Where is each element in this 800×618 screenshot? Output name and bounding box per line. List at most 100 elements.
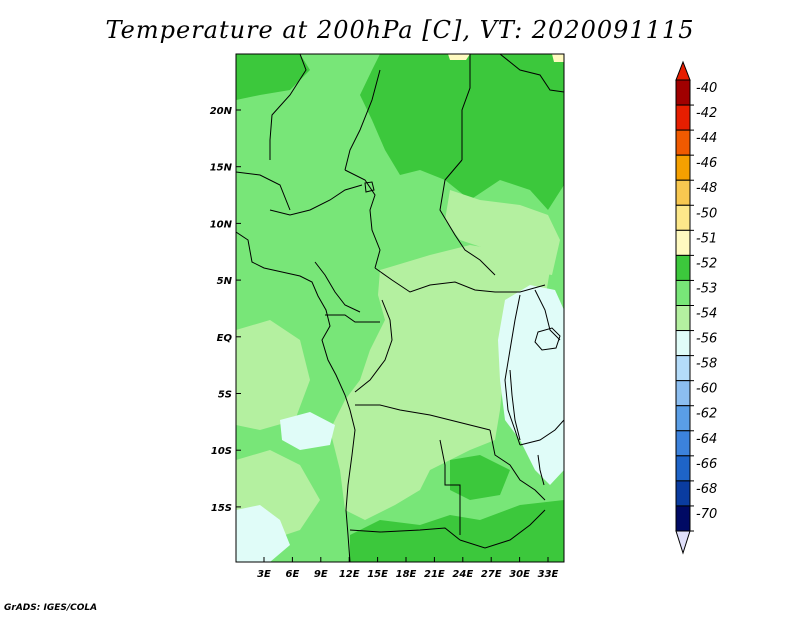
- colorbar-max-arrow: [675, 60, 691, 81]
- lon-label: 12E: [339, 569, 360, 580]
- colorbar-swatch: [675, 204, 691, 231]
- lat-label: 20N: [210, 106, 233, 117]
- field-region-56-southwest: [236, 505, 290, 562]
- colorbar-swatch: [675, 355, 691, 382]
- colorbar-swatch: [675, 254, 691, 281]
- lon-label: 9E: [314, 569, 328, 580]
- colorbar-swatch: [675, 279, 691, 307]
- colorbar-label: -60: [696, 382, 717, 397]
- colorbar-swatch: [675, 305, 691, 332]
- colorbar-label: -50: [696, 206, 717, 221]
- map-title: Temperature at 200hPa [C], VT: 202009111…: [105, 16, 695, 44]
- lon-label: 21E: [424, 569, 445, 580]
- border-algeria-libya: [344, 69, 381, 171]
- colorbar-swatch: [675, 430, 691, 457]
- colorbar-swatch: [675, 505, 691, 532]
- colorbar-label: -44: [696, 131, 717, 146]
- border-niger-chad: [344, 169, 381, 269]
- coastline-west: [236, 231, 356, 562]
- border-gabon: [325, 314, 380, 323]
- colorbar-label: -48: [696, 181, 717, 196]
- lake-chad: [364, 181, 375, 193]
- colorbar-min-arrow: [675, 530, 691, 555]
- border-angola-zambia: [439, 439, 461, 535]
- field-region-54-central: [330, 245, 550, 520]
- colorbar-label: -46: [696, 156, 717, 171]
- colorbar-label: -42: [696, 106, 717, 121]
- longitude-axis: 3E 6E 9E 12E 15E 18E 21E 24E 27E 30E 33E: [257, 557, 559, 580]
- temperature-field: [236, 54, 564, 562]
- lon-label: 27E: [481, 569, 502, 580]
- border-nigeria-cameroon: [314, 261, 361, 313]
- colorbar-swatch: [675, 330, 691, 357]
- colorbar-swatch: [675, 104, 691, 131]
- border-uganda-kenya: [534, 289, 561, 341]
- lon-label: 18E: [396, 569, 417, 580]
- lon-label: 3E: [257, 569, 271, 580]
- colorbar-swatch: [675, 380, 691, 407]
- colorbar-label: -56: [696, 332, 717, 347]
- border-angola-namibia: [349, 527, 461, 541]
- border-sudan-east: [499, 54, 564, 93]
- colorbar-swatch: [675, 129, 691, 156]
- colorbar: -40 -42 -44 -46 -48 -50 -51 -52 -53 -54 -56 -58 -60 -…: [675, 60, 717, 555]
- lake-tanganyika: [509, 369, 521, 441]
- lon-label: 30E: [509, 569, 530, 580]
- border-south: [459, 509, 546, 549]
- border-mali-niger: [236, 171, 291, 211]
- lake-victoria: [534, 327, 561, 351]
- lon-label: 24E: [452, 569, 473, 580]
- colorbar-label: -68: [696, 482, 717, 497]
- field-region-54-westcoast: [236, 320, 310, 430]
- border-drc-east: [504, 294, 521, 446]
- lat-label: 10N: [210, 219, 233, 230]
- border-libya-egypt: [461, 54, 471, 160]
- field-region-56-atlantic: [280, 412, 335, 450]
- lat-label: 5S: [218, 390, 232, 401]
- map-frame: [235, 53, 565, 563]
- colorbar-swatch: [675, 229, 691, 256]
- border-niger-nigeria: [269, 184, 363, 216]
- colorbar-label: -40: [696, 81, 717, 96]
- colorbar-label: -64: [696, 432, 717, 447]
- colorbar-swatch: [675, 480, 691, 507]
- field-region-51-north: [448, 54, 470, 60]
- border-northwest: [269, 54, 307, 160]
- lon-label: 33E: [538, 569, 559, 580]
- grads-credit: GrADS: IGES/COLA: [4, 603, 98, 613]
- lat-label: 15N: [210, 163, 233, 174]
- border-car-north: [374, 267, 546, 293]
- colorbar-label: -70: [696, 507, 717, 522]
- colorbar-swatch: [675, 179, 691, 206]
- lat-label: 5N: [217, 276, 233, 287]
- colorbar-swatch: [675, 154, 691, 181]
- latitude-axis: 20N 15N 10N 5N EQ 5S 10S 15S: [210, 106, 241, 514]
- field-region-54-east: [445, 190, 560, 275]
- lake-malawi: [537, 454, 545, 486]
- colorbar-label: -51: [696, 231, 717, 246]
- field-region-52-southeast: [450, 455, 510, 500]
- border-tanzania: [519, 419, 564, 446]
- field-region-52-south: [350, 500, 564, 562]
- border-angola-drc: [355, 404, 491, 431]
- colorbar-label: -52: [696, 256, 717, 271]
- colorbar-label: -62: [696, 407, 717, 422]
- lon-label: 15E: [367, 569, 388, 580]
- colorbar-swatch: [675, 405, 691, 432]
- colorbar-label: -66: [696, 457, 717, 472]
- colorbar-label: -53: [696, 281, 717, 296]
- lon-label: 6E: [286, 569, 300, 580]
- lat-label: 10S: [211, 446, 232, 457]
- border-chad-sudan: [439, 159, 496, 276]
- country-borders: [236, 54, 564, 562]
- lat-label: 15S: [211, 503, 232, 514]
- colorbar-swatch: [675, 455, 691, 482]
- field-region-52-northwest: [236, 54, 310, 100]
- colorbar-swatch: [675, 79, 691, 106]
- border-zambia-east: [489, 429, 546, 501]
- colorbar-label: -54: [696, 307, 717, 322]
- border-congo-drc: [354, 299, 393, 393]
- field-region-51-northeast: [552, 54, 564, 62]
- colorbar-label: -58: [696, 357, 717, 372]
